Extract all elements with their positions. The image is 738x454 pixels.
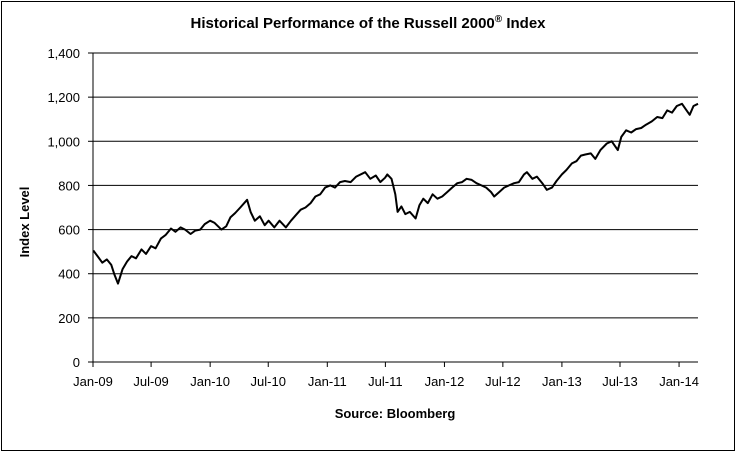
y-tick-label: 1,000 — [47, 134, 80, 149]
y-tick-label: 800 — [58, 178, 80, 193]
y-tick-label: 600 — [58, 223, 80, 238]
x-tick-label: Jul-13 — [602, 374, 637, 389]
x-tick-label: Jan-14 — [659, 374, 699, 389]
y-tick-label: 200 — [58, 311, 80, 326]
x-axis-label: Source: Bloomberg — [335, 406, 456, 421]
x-tick-label: Jul-10 — [251, 374, 286, 389]
gridlines — [93, 52, 698, 319]
y-tick-label: 0 — [73, 355, 80, 370]
x-tick-label: Jan-09 — [73, 374, 113, 389]
y-tick-labels: 0 200 400 600 800 1,000 1,200 1,400 — [47, 46, 80, 370]
y-tick-label: 1,200 — [47, 90, 80, 105]
x-tick-labels: Jan-09 Jul-09 Jan-10 Jul-10 Jan-11 Jul-11 Jan-… — [73, 374, 699, 389]
x-tick-label: Jul-12 — [485, 374, 520, 389]
x-tick-label: Jan-11 — [308, 374, 347, 389]
chart-title: Historical Performance of the Russell 20… — [190, 14, 546, 32]
axes — [88, 52, 698, 367]
y-tick-label: 1,400 — [47, 46, 80, 61]
y-tick-label: 400 — [58, 267, 80, 282]
y-axis-label: Index Level — [17, 187, 32, 258]
x-tick-label: Jan-13 — [542, 374, 582, 389]
x-tick-label: Jan-10 — [190, 374, 230, 389]
series-layer — [92, 102, 699, 285]
x-tick-label: Jul-11 — [368, 374, 402, 389]
x-tick-label: Jan-12 — [425, 374, 465, 389]
russell-2000-series-line — [92, 102, 699, 285]
x-tick-label: Jul-09 — [133, 374, 168, 389]
